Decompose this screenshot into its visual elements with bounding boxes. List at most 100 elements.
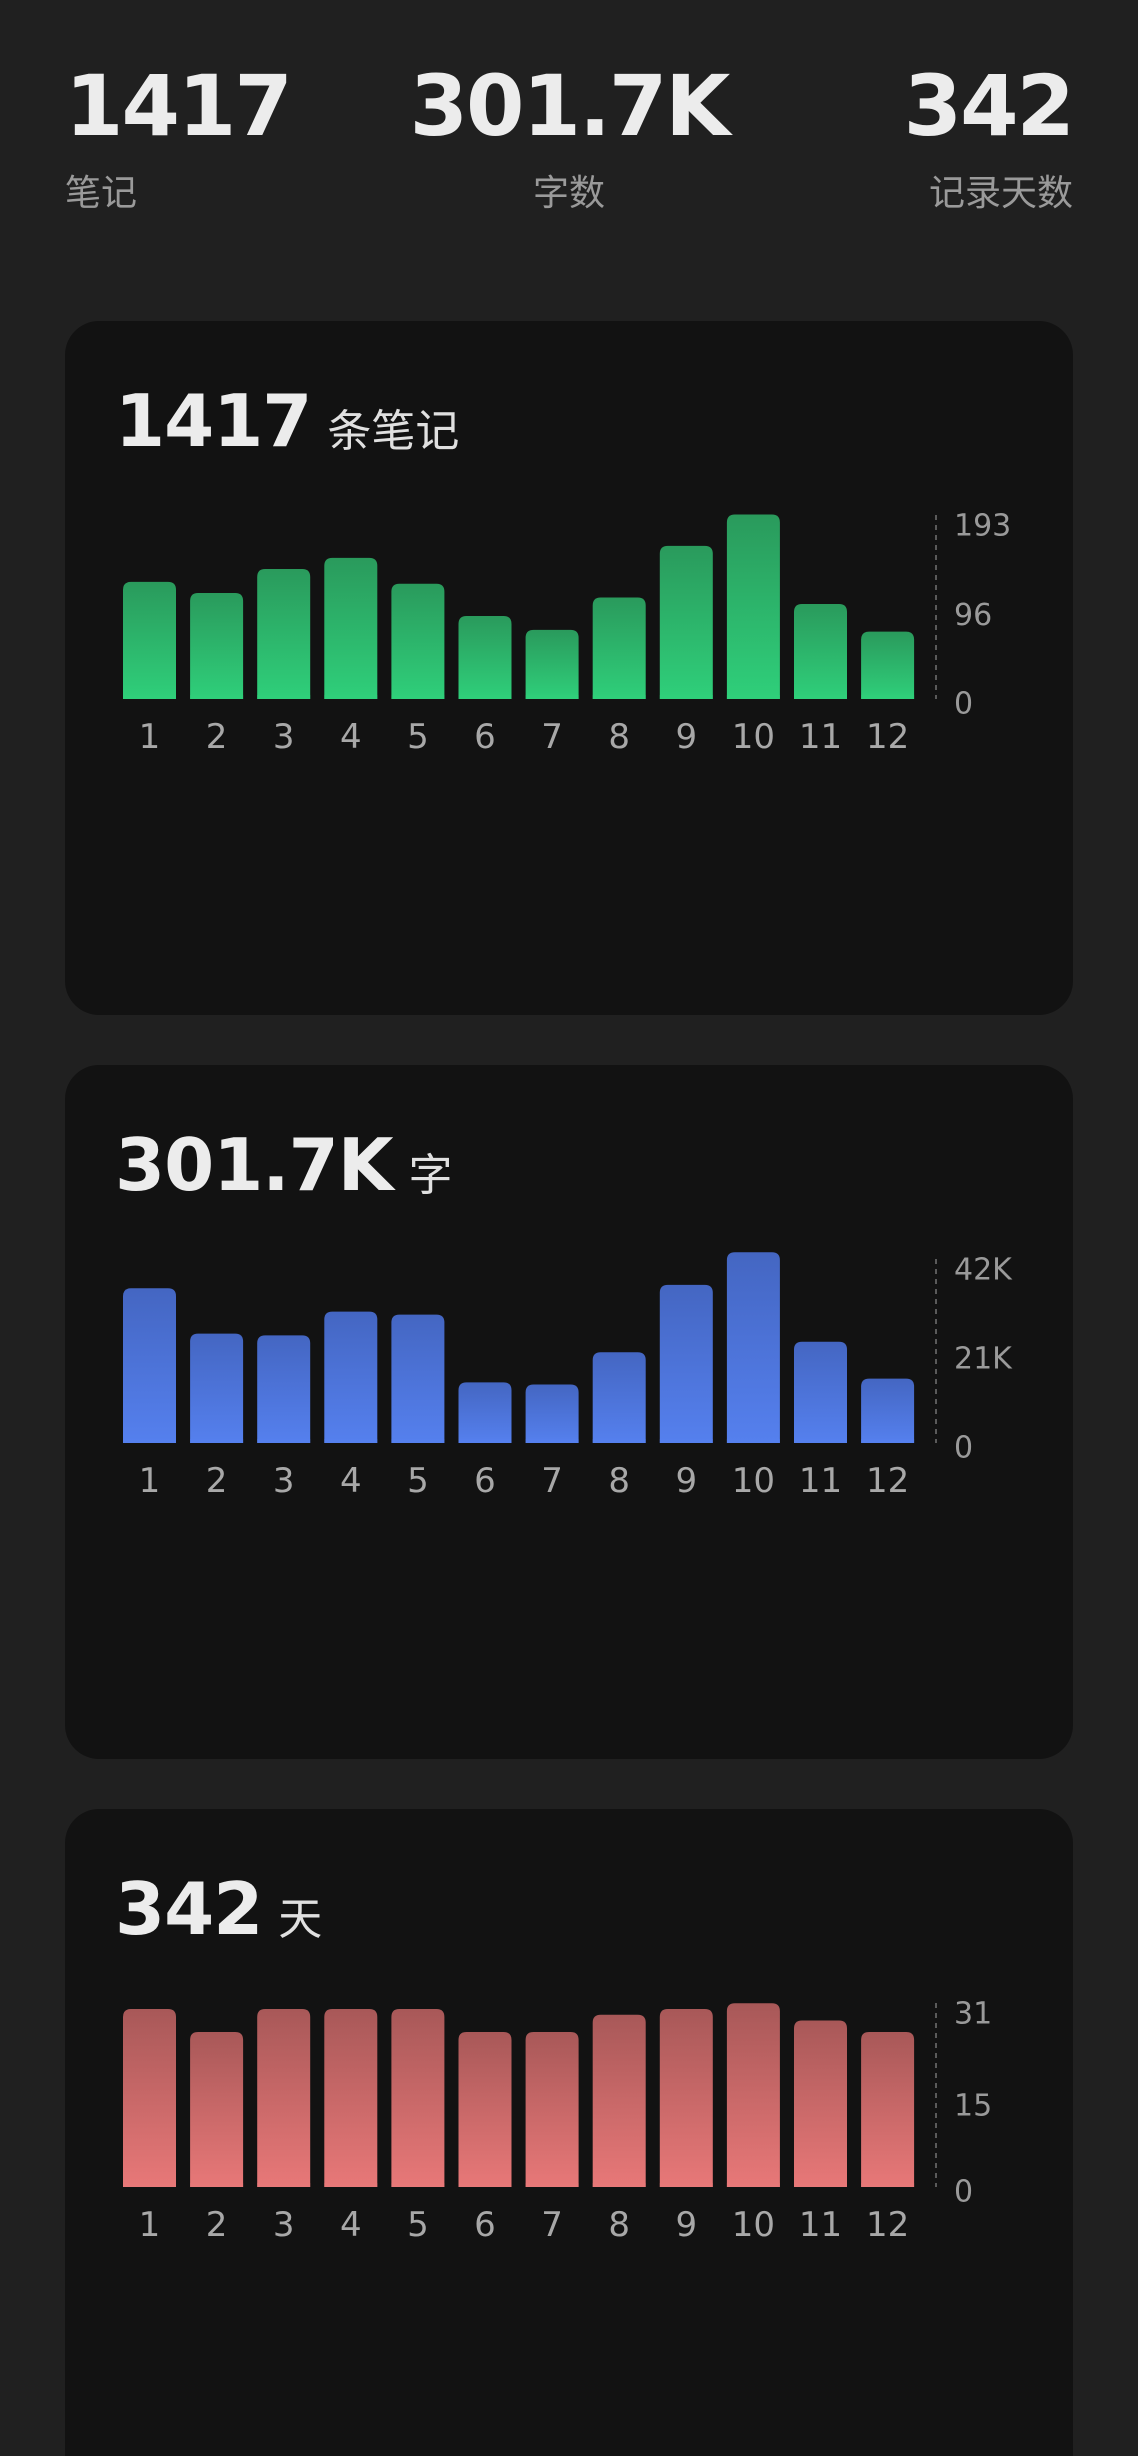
bar-base <box>861 695 915 699</box>
card-title: 301.7K 字 <box>115 1123 453 1207</box>
x-tick-label: 11 <box>799 2205 842 2245</box>
notes-chart-card: 1417 条笔记 0 96 193 1 2 3 4 5 6 7 8 9 10 11 12 <box>65 321 1073 1015</box>
bar-month-8 <box>592 1352 646 1443</box>
bar-base <box>391 695 445 699</box>
bar-month-9 <box>659 545 713 699</box>
bar-month-6 <box>458 1382 512 1443</box>
x-tick-label: 2 <box>206 2205 228 2245</box>
x-tick-label: 3 <box>273 1461 295 1501</box>
card-title-unit: 天 <box>278 1894 323 1945</box>
bar-month-12 <box>861 1378 915 1443</box>
card-title-value: 301.7K <box>115 1123 394 1207</box>
bar-month-4 <box>324 1311 378 1443</box>
card-title-unit: 字 <box>408 1150 453 1201</box>
bar-base <box>525 2183 579 2187</box>
x-tick-label: 8 <box>608 2205 630 2245</box>
stat-days-value: 342 <box>903 57 1075 155</box>
bar-month-12 <box>861 2031 915 2187</box>
x-tick-label: 6 <box>474 1461 496 1501</box>
y-tick-label: 0 <box>954 1431 973 1466</box>
bar-base <box>726 1439 780 1443</box>
bar-month-9 <box>659 1284 713 1443</box>
x-tick-label: 1 <box>139 2205 161 2245</box>
bar-base <box>861 1439 915 1443</box>
y-tick-label: 193 <box>954 509 1011 544</box>
stat-words: 301.7K 字数 <box>410 58 731 216</box>
bar-base <box>190 1439 244 1443</box>
x-tick-label: 7 <box>541 1461 563 1501</box>
x-tick-label: 12 <box>866 717 909 757</box>
bar-month-5 <box>391 583 445 699</box>
x-tick-label: 6 <box>474 2205 496 2245</box>
bar-month-7 <box>525 2031 579 2187</box>
bar-month-1 <box>123 1288 176 1443</box>
y-tick-label: 0 <box>954 687 973 722</box>
bar-month-10 <box>726 1252 780 1443</box>
bar-base <box>391 2183 445 2187</box>
bar-month-5 <box>391 2009 445 2187</box>
bar-base <box>726 695 780 699</box>
bar-month-11 <box>794 1341 847 1443</box>
x-tick-label: 4 <box>340 1461 362 1501</box>
bar-base <box>659 1439 713 1443</box>
words-chart-card: 301.7K 字 0 21K 42K 1 2 3 4 5 6 7 8 9 10 11 12 <box>65 1065 1073 1759</box>
y-tick-label: 15 <box>954 2088 992 2123</box>
bar-month-2 <box>190 2031 244 2187</box>
bar-month-1 <box>123 2009 176 2187</box>
bar-base <box>123 1439 176 1443</box>
y-tick-label: 42K <box>954 1253 1013 1288</box>
x-tick-label: 2 <box>206 1461 228 1501</box>
x-tick-label: 3 <box>273 717 295 757</box>
days-chart-card: 342 天 0 15 31 1 2 3 4 5 6 7 8 9 10 11 12 <box>65 1809 1073 2456</box>
card-title-unit: 条笔记 <box>327 406 460 457</box>
x-tick-label: 5 <box>407 2205 429 2245</box>
x-tick-label: 6 <box>474 717 496 757</box>
x-tick-label: 10 <box>732 2205 775 2245</box>
bar-month-6 <box>458 615 512 699</box>
bar-base <box>458 2183 512 2187</box>
bar-month-3 <box>257 1335 311 1443</box>
x-tick-label: 8 <box>608 717 630 757</box>
x-tick-label: 4 <box>340 717 362 757</box>
bar-base <box>659 695 713 699</box>
bar-month-6 <box>458 2031 512 2187</box>
bar-base <box>257 1439 311 1443</box>
bar-base <box>324 695 378 699</box>
card-title: 342 天 <box>115 1867 322 1951</box>
bar-base <box>794 695 847 699</box>
x-tick-label: 5 <box>407 717 429 757</box>
bar-month-12 <box>861 631 915 699</box>
bar-month-10 <box>726 514 780 699</box>
bar-month-2 <box>190 1333 244 1443</box>
bar-month-4 <box>324 2009 378 2187</box>
bar-month-7 <box>525 629 579 699</box>
stat-notes-label: 笔记 <box>65 173 138 214</box>
stat-notes: 1417 笔记 <box>65 57 293 216</box>
x-tick-label: 8 <box>608 1461 630 1501</box>
card-title-value: 342 <box>115 1867 263 1951</box>
bar-base <box>861 2183 915 2187</box>
summary-header: 1417 笔记 301.7K 字数 342 记录天数 <box>0 0 1138 250</box>
bar-base <box>659 2183 713 2187</box>
x-tick-label: 1 <box>139 717 161 757</box>
stat-days-label: 记录天数 <box>928 173 1073 214</box>
x-tick-label: 4 <box>340 2205 362 2245</box>
x-tick-label: 7 <box>541 717 563 757</box>
bar-base <box>592 695 646 699</box>
bar-month-8 <box>592 597 646 699</box>
bar-month-10 <box>726 2003 780 2187</box>
x-tick-label: 7 <box>541 2205 563 2245</box>
bar-base <box>525 695 579 699</box>
bar-month-11 <box>794 2020 847 2187</box>
bar-month-11 <box>794 604 847 699</box>
bar-base <box>324 2183 378 2187</box>
bar-month-8 <box>592 2014 646 2187</box>
x-tick-label: 9 <box>675 1461 697 1501</box>
bar-base <box>726 2183 780 2187</box>
stat-words-label: 字数 <box>532 173 606 214</box>
bar-base <box>794 1439 847 1443</box>
stat-notes-value: 1417 <box>65 57 293 155</box>
x-tick-label: 12 <box>866 2205 909 2245</box>
